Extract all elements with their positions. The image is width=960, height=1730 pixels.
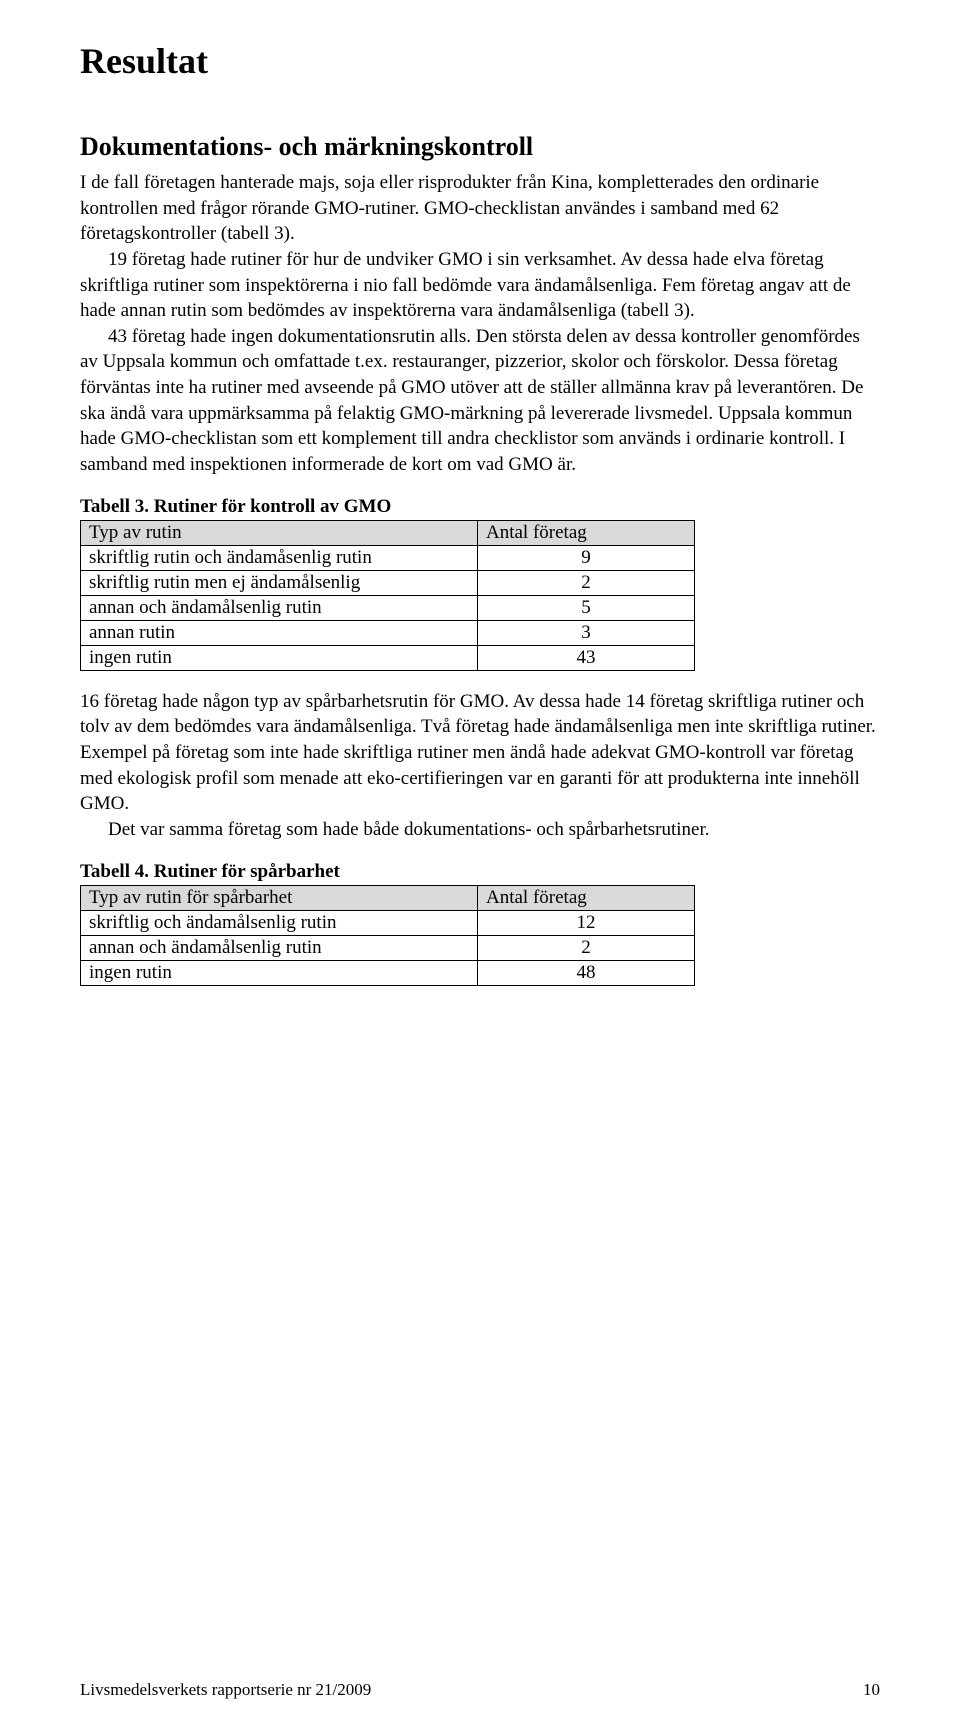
table-header: Antal företag <box>478 520 695 545</box>
table-cell: annan rutin <box>81 620 478 645</box>
table-cell: annan och ändamålsenlig rutin <box>81 935 478 960</box>
table-cell: skriftlig rutin och ändamåsenlig rutin <box>81 545 478 570</box>
table-row: skriftlig och ändamålsenlig rutin12 <box>81 910 695 935</box>
table-row: annan och ändamålsenlig rutin2 <box>81 935 695 960</box>
table-cell: 43 <box>478 645 695 670</box>
table-row: ingen rutin43 <box>81 645 695 670</box>
table-3: Typ av rutin Antal företag skriftlig rut… <box>80 520 695 671</box>
paragraph: I de fall företagen hanterade majs, soja… <box>80 170 880 478</box>
table-row: ingen rutin48 <box>81 960 695 985</box>
table-header: Antal företag <box>478 885 695 910</box>
table-cell: 48 <box>478 960 695 985</box>
table-row: skriftlig rutin och ändamåsenlig rutin9 <box>81 545 695 570</box>
table-row: annan rutin3 <box>81 620 695 645</box>
table-cell: 3 <box>478 620 695 645</box>
footer-page-number: 10 <box>863 1680 880 1700</box>
table-header: Typ av rutin <box>81 520 478 545</box>
table-cell: 2 <box>478 935 695 960</box>
table-caption: Tabell 4. Rutiner för spårbarhet <box>80 861 880 883</box>
table-cell: 9 <box>478 545 695 570</box>
table-header: Typ av rutin för spårbarhet <box>81 885 478 910</box>
table-cell: skriftlig rutin men ej ändamålsenlig <box>81 570 478 595</box>
table-row: annan och ändamålsenlig rutin5 <box>81 595 695 620</box>
table-cell: skriftlig och ändamålsenlig rutin <box>81 910 478 935</box>
table-caption: Tabell 3. Rutiner för kontroll av GMO <box>80 496 880 518</box>
table-cell: ingen rutin <box>81 960 478 985</box>
paragraph-text: 19 företag hade rutiner för hur de undvi… <box>80 249 851 321</box>
table-cell: 12 <box>478 910 695 935</box>
table-cell: 2 <box>478 570 695 595</box>
paragraph-text: I de fall företagen hanterade majs, soja… <box>80 172 819 244</box>
footer-series: Livsmedelsverkets rapportserie nr 21/200… <box>80 1680 371 1700</box>
page-footer: Livsmedelsverkets rapportserie nr 21/200… <box>80 1680 880 1700</box>
paragraph: 16 företag hade någon typ av spårbarhets… <box>80 689 880 843</box>
page-title: Resultat <box>80 40 880 82</box>
section-heading: Dokumentations- och märkningskontroll <box>80 132 880 162</box>
table-row: skriftlig rutin men ej ändamålsenlig2 <box>81 570 695 595</box>
table-cell: annan och ändamålsenlig rutin <box>81 595 478 620</box>
table-cell: ingen rutin <box>81 645 478 670</box>
paragraph-text: 16 företag hade någon typ av spårbarhets… <box>80 691 876 815</box>
paragraph-text: Det var samma företag som hade både doku… <box>108 819 709 840</box>
table-cell: 5 <box>478 595 695 620</box>
table-4: Typ av rutin för spårbarhet Antal företa… <box>80 885 695 986</box>
page: Resultat Dokumentations- och märkningsko… <box>0 0 960 1730</box>
paragraph-text: 43 företag hade ingen dokumentationsruti… <box>80 326 863 475</box>
